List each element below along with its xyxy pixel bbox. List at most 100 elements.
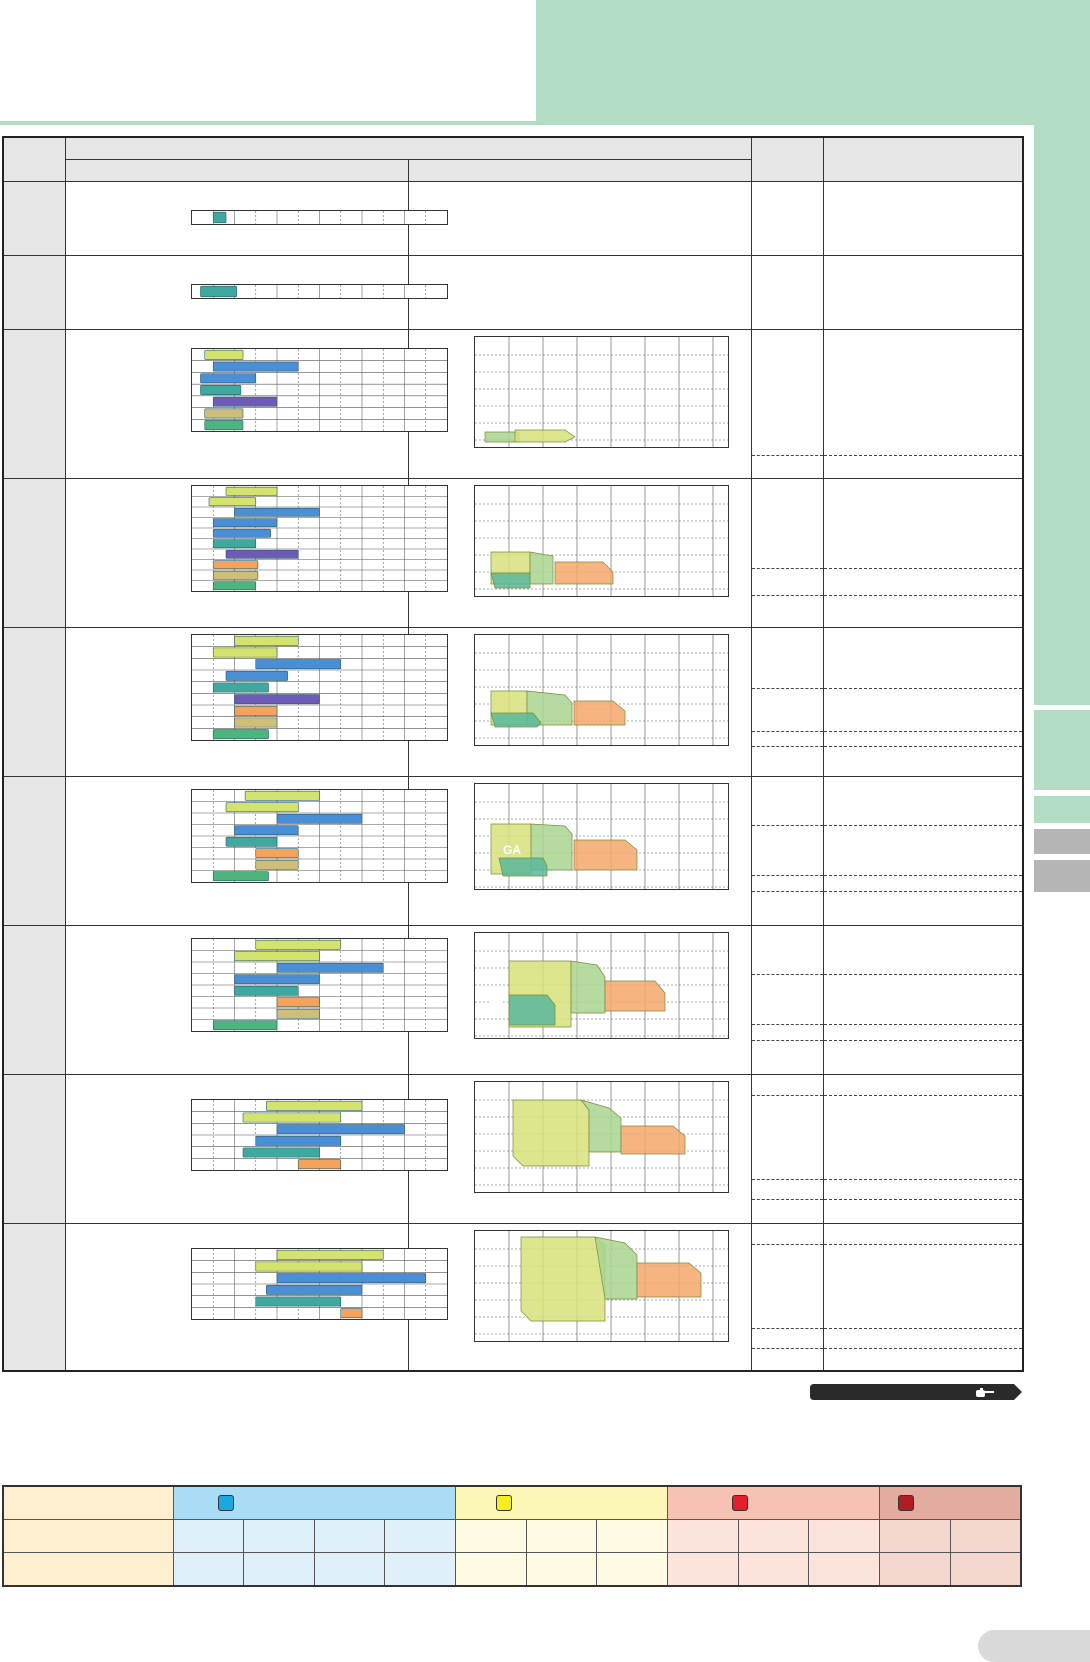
legend-group-red [667, 1485, 881, 1520]
range-bar [199, 285, 237, 297]
operating-area-region [498, 857, 547, 876]
range-bar [254, 847, 299, 858]
row-divider [823, 730, 1022, 732]
range-bar [233, 693, 320, 704]
range-bar [212, 559, 258, 569]
side-tab-3[interactable] [1034, 829, 1090, 854]
row-divider [751, 454, 823, 456]
reference-button[interactable] [810, 1384, 1022, 1400]
darkred-square-icon [898, 1494, 915, 1511]
operating-area-region [484, 431, 519, 442]
note-cell [822, 626, 1024, 777]
range-bar [276, 962, 384, 973]
note-cell [822, 924, 1024, 1075]
row-label [2, 924, 66, 1075]
row-divider [751, 1327, 823, 1329]
side-tab-4[interactable] [1034, 860, 1090, 892]
range-bar [233, 705, 277, 716]
area-cell [407, 1073, 752, 1224]
code-cell [750, 1073, 824, 1224]
bar-cell [64, 180, 448, 256]
row-divider [823, 1023, 1022, 1025]
range-bar [276, 1249, 384, 1260]
operating-area-chart [473, 484, 729, 597]
row-divider [751, 687, 823, 689]
row-label [2, 626, 66, 777]
range-bar [276, 1272, 426, 1283]
range-bar [233, 985, 299, 996]
operating-area-chart: GA [473, 931, 729, 1039]
range-bar [225, 549, 299, 559]
row-label [2, 1073, 66, 1224]
area-cell: GA [407, 924, 752, 1075]
header-range-left [64, 158, 409, 182]
note-cell [822, 1073, 1024, 1224]
operating-area-region [554, 561, 613, 584]
range-bar [265, 1284, 362, 1295]
range-bar [212, 361, 299, 372]
blue-square-icon [217, 1494, 234, 1511]
legend-row-label [2, 1552, 174, 1587]
code-cell [750, 477, 824, 628]
range-bar [233, 824, 299, 835]
legend-label-header [2, 1485, 174, 1520]
header-notes [822, 136, 1024, 182]
code-cell [750, 924, 824, 1075]
operating-area-region [520, 1236, 605, 1321]
row-divider [823, 973, 1022, 975]
range-bar [212, 570, 258, 580]
area-label: GA [489, 992, 507, 1006]
range-bar [212, 870, 269, 881]
row-divider [823, 1243, 1022, 1245]
range-bar [265, 1100, 362, 1111]
range-bar [203, 419, 243, 430]
range-bar-chart [190, 1098, 448, 1171]
range-bar [254, 658, 341, 669]
code-cell [750, 626, 824, 777]
range-bar-chart [190, 347, 448, 432]
code-cell [750, 1222, 824, 1372]
side-tab-1[interactable] [1034, 710, 1090, 790]
operating-area-region [514, 429, 576, 442]
note-cell [822, 180, 1024, 256]
code-cell [750, 254, 824, 330]
range-bar [199, 384, 241, 395]
note-cell [822, 477, 1024, 628]
operating-area-chart: GA [473, 782, 729, 890]
legend-group-yellow [455, 1485, 669, 1520]
range-bar [254, 1135, 341, 1146]
bar-cell [64, 254, 448, 330]
side-tab-2[interactable] [1034, 796, 1090, 823]
code-cell [750, 775, 824, 926]
range-bar [233, 973, 320, 984]
range-bar [339, 1307, 362, 1318]
area-cell [407, 254, 752, 330]
legend-group-blue [172, 1485, 457, 1520]
range-bar [225, 670, 288, 681]
area-cell [407, 328, 752, 479]
operating-area-chart [473, 1080, 729, 1193]
note-cell [822, 775, 1024, 926]
range-bar-chart [190, 283, 448, 299]
range-bar [212, 528, 271, 538]
row-divider [751, 1198, 823, 1200]
row-divider [751, 973, 823, 975]
row-divider [751, 745, 823, 747]
red-square-icon [732, 1494, 749, 1511]
row-divider [751, 874, 823, 876]
range-bar [233, 507, 320, 517]
range-bar-chart [190, 788, 448, 883]
legend-row-label [2, 1519, 174, 1553]
row-divider [823, 1178, 1022, 1180]
row-divider [823, 1039, 1022, 1041]
range-bar [276, 1123, 405, 1134]
operating-area-region [636, 1262, 701, 1297]
range-bar [212, 396, 277, 407]
range-bar [212, 538, 256, 548]
yellow-square-icon [496, 1494, 513, 1511]
bar-cell [64, 626, 448, 777]
bar-cell [64, 477, 448, 628]
range-bar [212, 211, 226, 223]
area-cell [407, 180, 752, 256]
operating-area-region [573, 839, 637, 870]
